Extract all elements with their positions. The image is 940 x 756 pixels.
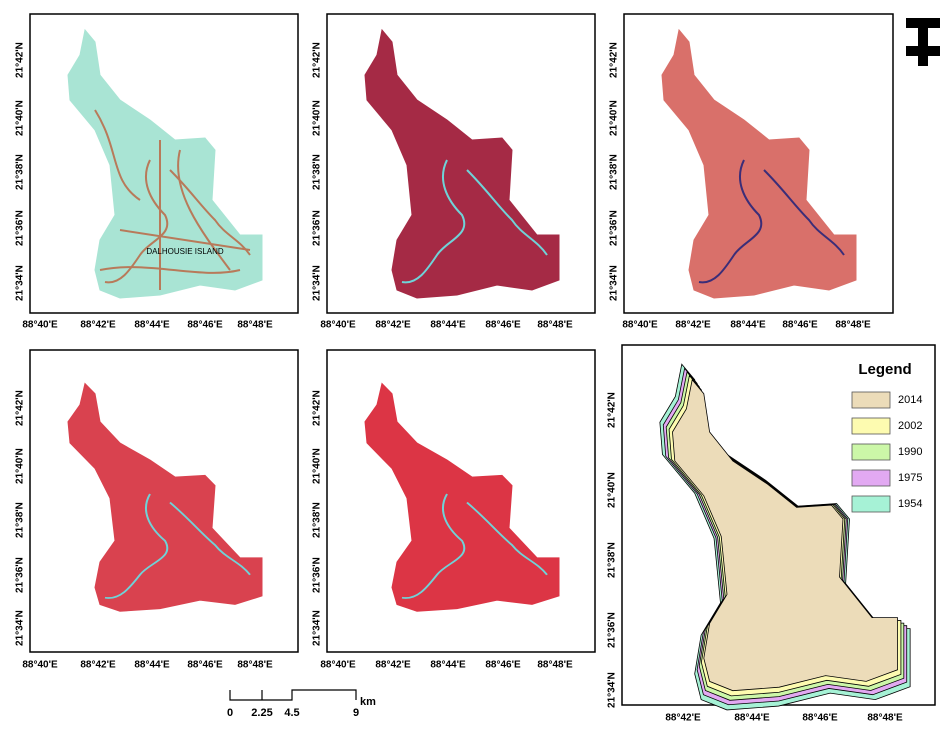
island-image <box>365 30 559 298</box>
longitude-label: 88°42'E <box>675 320 711 331</box>
legend-label: 1990 <box>898 446 922 458</box>
legend-swatch <box>852 496 890 512</box>
longitude-label: 88°42'E <box>375 660 411 671</box>
latitude-label: 21°40'N <box>312 100 323 136</box>
latitude-label: 21°42'N <box>15 42 26 78</box>
latitude-label: 21°42'N <box>312 390 323 426</box>
island-image <box>365 384 559 612</box>
latitude-label: 21°38'N <box>15 502 26 538</box>
longitude-label: 88°46'E <box>782 320 818 331</box>
latitude-label: 21°36'N <box>607 612 618 648</box>
latitude-label: 21°34'N <box>312 265 323 301</box>
latitude-label: 21°36'N <box>312 557 323 593</box>
longitude-label: 88°44'E <box>734 713 770 724</box>
latitude-label: 21°40'N <box>609 100 620 136</box>
island-image <box>68 384 262 612</box>
latitude-label: 21°42'N <box>15 390 26 426</box>
longitude-label: 88°44'E <box>730 320 766 331</box>
longitude-label: 88°42'E <box>665 713 701 724</box>
island-shape <box>365 30 559 298</box>
island-image <box>68 30 262 298</box>
longitude-label: 88°40'E <box>622 320 658 331</box>
latitude-label: 21°38'N <box>312 154 323 190</box>
latitude-label: 21°38'N <box>312 502 323 538</box>
longitude-label: 88°48'E <box>237 320 273 331</box>
scale-label: 4.5 <box>284 707 299 719</box>
longitude-label: 88°46'E <box>187 660 223 671</box>
latitude-label: 21°40'N <box>15 448 26 484</box>
longitude-label: 88°48'E <box>867 713 903 724</box>
longitude-label: 88°40'E <box>320 660 356 671</box>
island-shape <box>662 30 856 298</box>
longitude-label: 88°44'E <box>134 320 170 331</box>
latitude-label: 21°34'N <box>15 265 26 301</box>
longitude-label: 88°48'E <box>537 320 573 331</box>
scale-label: 0 <box>227 707 233 719</box>
longitude-label: 88°42'E <box>375 320 411 331</box>
longitude-label: 88°46'E <box>187 320 223 331</box>
latitude-label: 21°34'N <box>609 265 620 301</box>
longitude-label: 88°48'E <box>537 660 573 671</box>
island-shape <box>68 384 262 612</box>
legend-label: 2002 <box>898 420 922 432</box>
longitude-label: 88°42'E <box>80 320 116 331</box>
latitude-label: 21°34'N <box>312 610 323 646</box>
latitude-label: 21°36'N <box>312 210 323 246</box>
longitude-label: 88°40'E <box>22 660 58 671</box>
longitude-label: 88°46'E <box>485 660 521 671</box>
latitude-label: 21°42'N <box>607 392 618 428</box>
map-label: DALHOUSIE ISLAND <box>146 247 224 256</box>
north-arrow <box>906 18 940 66</box>
legend-label: 2014 <box>898 394 922 406</box>
legend-swatch <box>852 392 890 408</box>
island-image <box>662 30 856 298</box>
legend-swatch <box>852 418 890 434</box>
latitude-label: 21°36'N <box>15 557 26 593</box>
longitude-label: 88°46'E <box>802 713 838 724</box>
longitude-label: 88°48'E <box>835 320 871 331</box>
figure: DALHOUSIE ISLAND 21°42'N 21°40'N 21°38'N 21°… <box>0 0 940 751</box>
longitude-label: 88°44'E <box>134 660 170 671</box>
latitude-label: 21°38'N <box>15 154 26 190</box>
longitude-label: 88°44'E <box>430 660 466 671</box>
latitude-label: 21°38'N <box>609 154 620 190</box>
scale-label: 9 <box>353 707 359 719</box>
legend-swatch <box>852 470 890 486</box>
longitude-label: 88°42'E <box>80 660 116 671</box>
scale-bar <box>230 690 356 700</box>
longitude-label: 88°46'E <box>485 320 521 331</box>
latitude-label: 21°42'N <box>312 42 323 78</box>
longitude-label: 88°40'E <box>22 320 58 331</box>
scale-label: 2.25 <box>251 707 272 719</box>
longitude-label: 88°48'E <box>237 660 273 671</box>
latitude-label: 21°40'N <box>607 472 618 508</box>
scale-unit: km <box>360 696 376 708</box>
latitude-label: 21°34'N <box>607 672 618 708</box>
legend-label: 1954 <box>898 498 922 510</box>
legend-swatch <box>852 444 890 460</box>
latitude-label: 21°42'N <box>609 42 620 78</box>
island-shape <box>365 384 559 612</box>
latitude-label: 21°40'N <box>312 448 323 484</box>
latitude-label: 21°38'N <box>607 542 618 578</box>
maps <box>30 14 935 710</box>
latitude-label: 21°36'N <box>15 210 26 246</box>
longitude-label: 88°44'E <box>430 320 466 331</box>
latitude-label: 21°40'N <box>15 100 26 136</box>
latitude-label: 21°34'N <box>15 610 26 646</box>
longitude-label: 88°40'E <box>320 320 356 331</box>
latitude-label: 21°36'N <box>609 210 620 246</box>
legend-label: 1975 <box>898 472 922 484</box>
island-shape <box>68 30 262 298</box>
legend-title: Legend <box>858 361 911 378</box>
